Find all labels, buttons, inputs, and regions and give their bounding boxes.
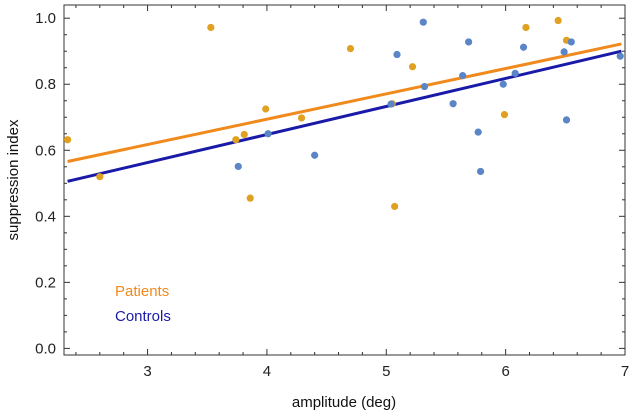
point-patients [346, 44, 355, 53]
point-patients [207, 23, 215, 32]
point-patients [522, 23, 530, 32]
y-tick-label: 0.2 [35, 274, 56, 291]
point-controls [567, 38, 575, 46]
y-tick-label: 0.4 [35, 208, 56, 225]
fit-line-patients [67, 42, 622, 163]
point-controls [560, 48, 568, 56]
x-axis-label: amplitude (deg) [292, 394, 396, 411]
point-controls [393, 50, 401, 59]
y-tick-label: 0.0 [35, 340, 56, 357]
x-tick-label: 6 [501, 363, 509, 380]
x-axis-ticks: 3 4 5 6 7 [75, 5, 629, 380]
y-axis-ticks: 0.0 0.2 0.4 0.6 0.8 1.0 [35, 10, 625, 357]
point-patients [240, 130, 248, 139]
point-patients [408, 63, 417, 71]
point-controls [616, 52, 624, 60]
point-controls [387, 100, 395, 108]
x-tick-label: 7 [621, 363, 629, 380]
x-tick-label: 3 [143, 363, 151, 380]
point-controls [449, 100, 457, 108]
point-controls [465, 38, 473, 46]
point-controls [264, 130, 272, 138]
y-tick-label: 0.6 [35, 142, 56, 159]
point-controls [419, 18, 427, 26]
point-controls [511, 69, 519, 77]
y-tick-label: 0.8 [35, 76, 56, 93]
point-controls [474, 128, 482, 136]
legend-entry-controls: Controls [115, 308, 171, 325]
point-patients [500, 111, 509, 119]
point-controls [562, 116, 571, 124]
point-patients [96, 173, 104, 181]
point-patients [554, 16, 562, 25]
legend: Patients Controls [115, 283, 171, 325]
x-tick-label: 4 [263, 363, 271, 380]
fit-line-controls [67, 49, 622, 183]
point-patients [246, 194, 254, 202]
point-controls [420, 82, 429, 91]
point-patients [232, 136, 240, 144]
point-patients [63, 136, 72, 144]
point-controls [476, 167, 485, 176]
point-controls [311, 151, 319, 159]
point-patients [262, 105, 270, 113]
legend-entry-patients: Patients [115, 283, 169, 300]
plot-frame [63, 4, 626, 356]
y-axis-label: suppression index [5, 119, 22, 240]
point-patients [297, 114, 306, 122]
point-controls [459, 72, 467, 80]
data-points [63, 16, 624, 211]
point-controls [519, 43, 528, 51]
x-tick-label: 5 [382, 363, 390, 380]
point-controls [234, 162, 242, 171]
point-controls [499, 80, 507, 88]
fit-lines [67, 42, 622, 183]
point-patients [391, 202, 399, 211]
y-tick-label: 1.0 [35, 10, 56, 27]
